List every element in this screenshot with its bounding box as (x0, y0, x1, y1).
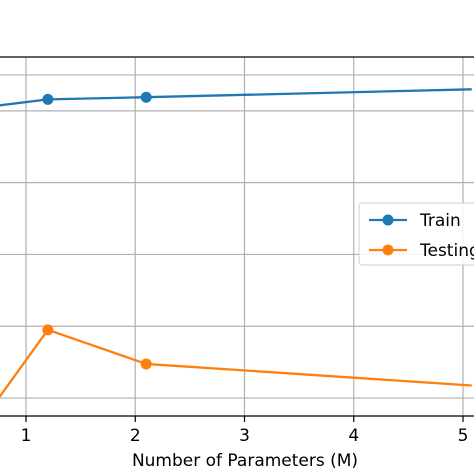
data-point-train (42, 93, 54, 105)
x-axis-ticks: 1 2 3 4 5 (21, 416, 469, 446)
x-tick-label: 2 (130, 426, 141, 446)
series (0, 88, 472, 399)
data-point-testing (140, 358, 152, 370)
legend-marker-testing (382, 244, 394, 256)
legend-label-testing: Testing (419, 241, 474, 261)
data-point-testing (42, 324, 54, 336)
series-line-train (0, 88, 472, 107)
x-tick-label: 4 (348, 426, 359, 446)
x-tick-label: 3 (239, 426, 250, 446)
series-line-testing (0, 328, 472, 399)
x-axis-label: Number of Parameters (M) (132, 451, 358, 471)
data-point-train (140, 91, 152, 103)
x-tick-label: 5 (458, 426, 469, 446)
legend-marker-train (382, 214, 394, 226)
legend: Train Testing (358, 202, 474, 266)
legend-label-train: Train (419, 211, 461, 231)
x-tick-label: 1 (21, 426, 32, 446)
legend-items: Train Testing (369, 211, 474, 261)
